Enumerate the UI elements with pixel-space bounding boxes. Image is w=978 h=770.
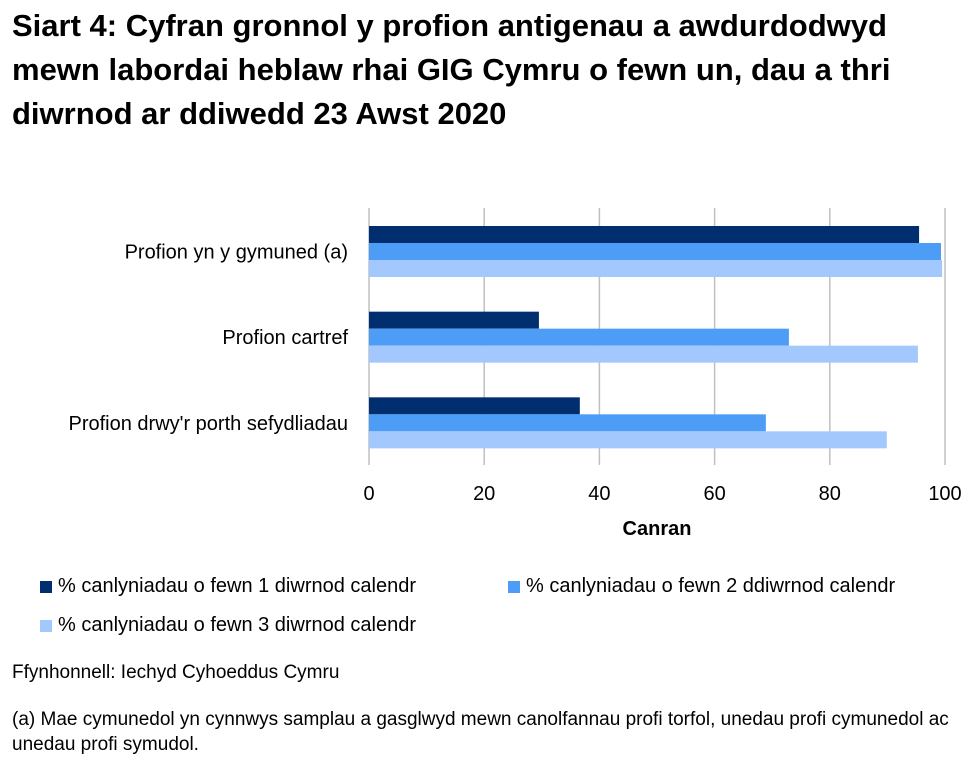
x-tick-label: 40 — [588, 483, 610, 505]
legend-label: % canlyniadau o fewn 2 ddiwrnod calendr — [526, 575, 896, 597]
category-label: Profion yn y gymuned (a) — [125, 242, 348, 264]
bar — [369, 260, 943, 277]
bar-chart: 0 20 40 60 80 100 Canran Profion yn y gymuned (… — [68, 208, 962, 540]
legend-swatch — [40, 619, 52, 632]
chart-title: Siart 4: Cyfran gronnol y profion antige… — [12, 8, 891, 131]
category-label: Profion drwy'r porth sefydliadau — [68, 413, 348, 435]
legend-item-3: % canlyniadau o fewn 3 diwrnod calendr — [40, 614, 416, 637]
bar — [369, 431, 887, 449]
footnote: (a) Mae cymunedol yn cynnwys samplau a g… — [12, 709, 949, 755]
x-tick-label: 100 — [928, 483, 961, 505]
bar — [369, 328, 789, 346]
legend-label: % canlyniadau o fewn 3 diwrnod calendr — [58, 614, 416, 636]
bar — [369, 243, 941, 260]
category-label: Profion cartref — [222, 327, 348, 349]
bar — [369, 311, 539, 329]
legend-swatch — [40, 580, 52, 593]
bar — [369, 397, 580, 415]
bar — [369, 226, 920, 243]
bar — [369, 345, 918, 363]
x-axis-label: Canran — [623, 518, 692, 540]
legend-item-2: % canlyniadau o fewn 2 ddiwrnod calendr — [508, 575, 895, 598]
x-tick-label: 80 — [819, 483, 841, 505]
legend-swatch — [508, 580, 520, 593]
bar — [369, 414, 766, 432]
x-tick-label: 0 — [363, 483, 374, 505]
legend-label: % canlyniadau o fewn 1 diwrnod calendr — [58, 575, 416, 597]
x-tick-label: 20 — [473, 483, 495, 505]
x-tick-label: 60 — [703, 483, 725, 505]
source-note: Ffynhonnell: Iechyd Cyhoeddus Cymru — [12, 662, 340, 683]
legend-item-1: % canlyniadau o fewn 1 diwrnod calendr — [40, 575, 416, 598]
